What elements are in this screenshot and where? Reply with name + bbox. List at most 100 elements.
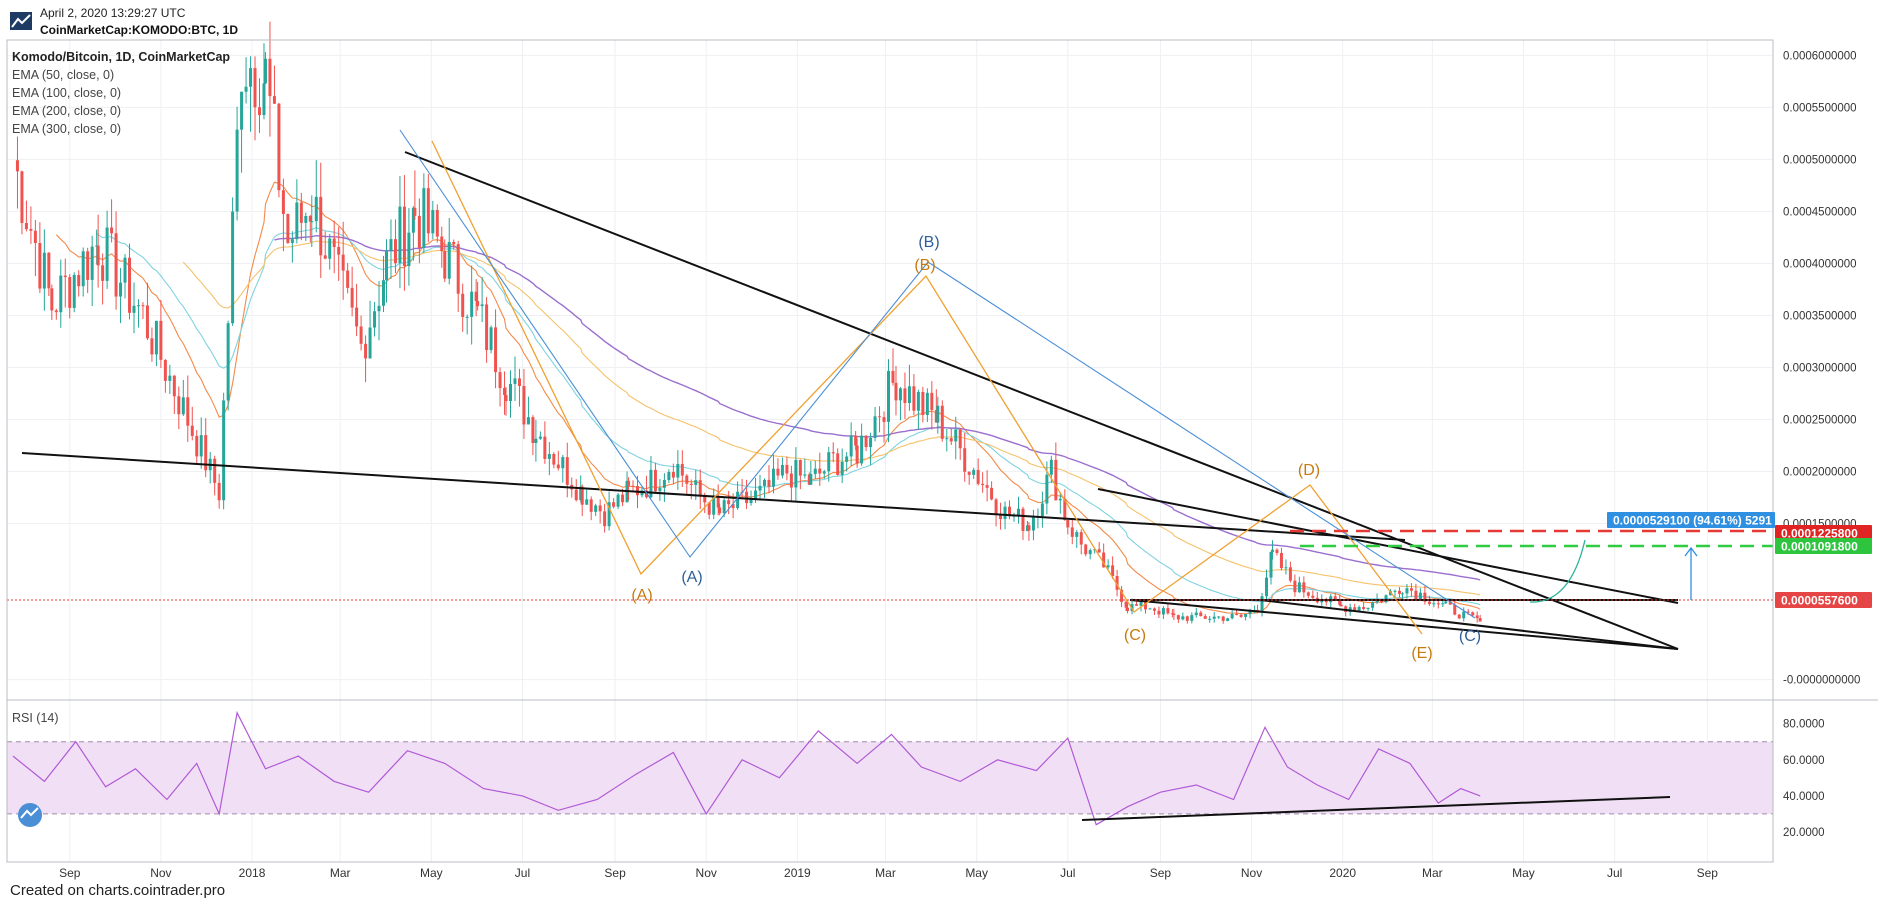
candle-body [556, 464, 560, 469]
candle-body [925, 392, 929, 416]
candle-body [854, 435, 858, 446]
candle-body [1418, 592, 1422, 600]
current-price-badge: 0.0000557600 [1781, 594, 1858, 608]
candle-body [531, 417, 535, 443]
candle-body [1124, 601, 1128, 608]
candle-body [887, 370, 891, 422]
candle-body [186, 397, 190, 426]
candle-body [1016, 508, 1020, 516]
rsi-tick-label: 80.0000 [1783, 719, 1825, 731]
ema-legend-entry: EMA (300, close, 0) [12, 122, 121, 136]
candle-body [1366, 607, 1370, 610]
inner-lower-line[interactable] [1259, 599, 1679, 650]
time-tick-label: Jul [1607, 866, 1622, 880]
blue-wave-label: (C) [1459, 628, 1481, 645]
candle-body [1066, 519, 1070, 528]
candle-body [1423, 592, 1427, 602]
candle-body [440, 236, 444, 252]
candle-body [873, 416, 877, 438]
candle-body [736, 491, 740, 509]
candle-body [653, 469, 657, 492]
candle-body [1176, 615, 1180, 620]
candle-body [1453, 604, 1457, 615]
candle-body [894, 382, 898, 401]
candle-body [526, 417, 530, 425]
orange-wave-path[interactable] [431, 140, 1423, 635]
snapshot-timestamp: April 2, 2020 13:29:27 UTC [40, 6, 186, 20]
candle-body [350, 287, 354, 308]
candle-body [1185, 616, 1189, 621]
candle-body [1148, 608, 1152, 610]
base-line[interactable] [1129, 599, 1679, 650]
candle-body [123, 257, 127, 283]
candle-body [398, 206, 402, 264]
candle-body [921, 391, 925, 416]
candle-body [47, 252, 51, 289]
candle-body [199, 435, 203, 457]
lower-wedge-line[interactable] [21, 452, 1406, 541]
candle-body [119, 282, 123, 297]
candle-body [749, 498, 753, 504]
candle-body [767, 479, 771, 487]
candle-body [213, 458, 217, 483]
candle-body [54, 310, 58, 313]
time-tick-label: 2020 [1329, 866, 1356, 880]
candle-body [42, 252, 46, 289]
candle-body [985, 485, 989, 488]
candle-body [1120, 589, 1124, 602]
rsi-tick-label: 40.0000 [1783, 791, 1825, 803]
candle-body [1139, 601, 1143, 606]
candle-body [81, 251, 85, 287]
footer-credit: Created on charts.cointrader.pro [10, 882, 226, 899]
candle-body [849, 435, 853, 457]
candle-body [685, 475, 689, 484]
candle-body [150, 338, 154, 355]
candle-body [1405, 588, 1409, 594]
blue-wave-path[interactable] [399, 129, 1476, 619]
price-tick-label: 0.0004500000 [1783, 206, 1857, 218]
candle-body [480, 304, 484, 307]
candle-body [1143, 601, 1147, 610]
candle-body [407, 232, 411, 267]
candle-body [253, 68, 257, 108]
candle-body [967, 471, 971, 475]
candle-body [1226, 618, 1230, 621]
candle-body [364, 343, 368, 359]
candle-body [607, 502, 611, 527]
cointrader-logo-icon [10, 12, 32, 30]
orange-wave-label: (A) [631, 587, 652, 604]
candle-body [1088, 550, 1092, 555]
orange-wave-label: (D) [1298, 462, 1320, 479]
rsi-support-trendline[interactable] [1081, 796, 1671, 821]
candle-body [907, 386, 911, 404]
candle-body [716, 496, 720, 508]
candle-body [1157, 610, 1161, 615]
candle-body [465, 316, 469, 318]
candle-body [337, 246, 341, 255]
candle-body [277, 103, 281, 191]
candle-body [110, 227, 114, 234]
candle-body [132, 305, 136, 313]
measure-badge-bg [1607, 512, 1775, 528]
candle-body [631, 485, 635, 487]
candle-body [190, 425, 194, 436]
symbol-label: CoinMarketCap:KOMODO:BTC, 1D [40, 23, 239, 37]
candle-body [958, 429, 962, 449]
upper-wedge-line[interactable] [404, 151, 1679, 650]
measure-badge: 0.0000529100 (94.61%) 5291 [1613, 514, 1772, 528]
price-chart[interactable]: Sep Nov 2018 Mar May Jul Sep Nov 2019 Mar May Jul Se… [0, 0, 1878, 880]
candle-body [1166, 608, 1170, 614]
rsi-line [12, 710, 1481, 826]
candle-body [1093, 549, 1097, 551]
candle-body [809, 474, 813, 485]
candle-body [476, 301, 480, 307]
candle-body [794, 459, 798, 488]
chart-header: April 2, 2020 13:29:27 UTC CoinMarketCap… [0, 0, 1878, 40]
candle-body [649, 469, 653, 498]
projection-curve[interactable] [1529, 539, 1586, 603]
candle-body [204, 435, 208, 471]
candle-body [262, 83, 266, 116]
candle-body [1409, 588, 1413, 591]
candle-body [813, 468, 817, 475]
resistance-price-badge: 0.0001225800 [1781, 527, 1858, 541]
